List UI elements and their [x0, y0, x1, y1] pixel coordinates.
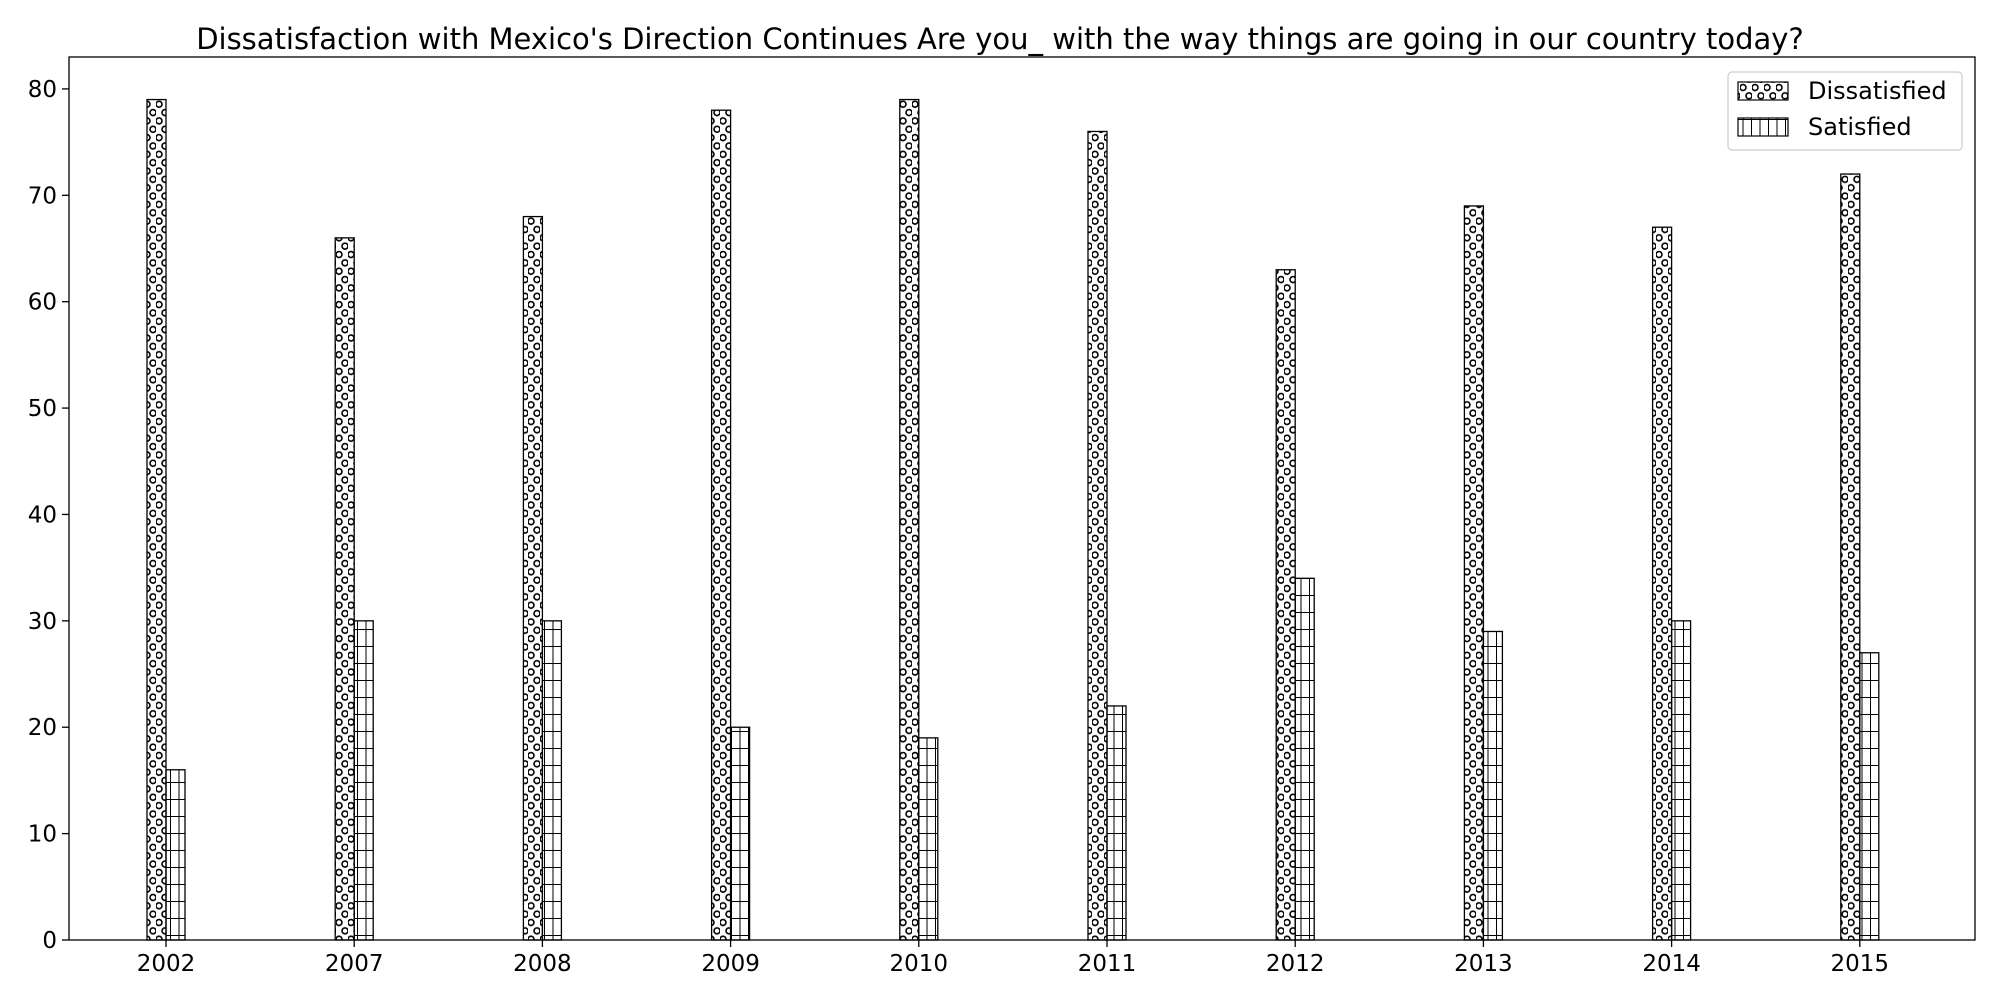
bars-layer	[146, 98, 1880, 941]
bar-dissatisfied-2007	[334, 237, 355, 941]
bar-dissatisfied-2015	[1840, 173, 1861, 941]
bar-dissatisfied-2014	[1651, 226, 1673, 941]
bar-satisfied-2008	[541, 620, 563, 941]
bar-satisfied-2002	[165, 769, 186, 941]
x-tick-label-2002: 2002	[137, 951, 196, 977]
y-tick-label-20: 20	[28, 715, 57, 741]
x-tick-label-2014: 2014	[1642, 951, 1701, 977]
bar-dissatisfied-2002	[146, 98, 167, 941]
bar-satisfied-2011	[1106, 705, 1127, 941]
bar-dissatisfied-2013	[1463, 205, 1485, 941]
bar-satisfied-2009	[729, 726, 751, 941]
y-tick-label-60: 60	[28, 290, 57, 316]
x-tick-label-2010: 2010	[890, 951, 949, 977]
y-tick-label-50: 50	[28, 396, 57, 422]
x-tick-label-2011: 2011	[1078, 951, 1137, 977]
chart-title: Dissatisfaction with Mexico's Direction …	[196, 22, 1804, 56]
legend-label-dissatisfied: Dissatisfied	[1808, 77, 1947, 105]
y-tick-label-10: 10	[28, 822, 57, 848]
x-tick-label-2008: 2008	[513, 951, 572, 977]
bar-dissatisfied-2010	[899, 98, 920, 941]
y-tick-label-70: 70	[28, 183, 57, 209]
bar-dissatisfied-2011	[1087, 130, 1108, 941]
bar-satisfied-2012	[1294, 577, 1315, 941]
bar-satisfied-2007	[353, 620, 374, 941]
legend-swatch-satisfied	[1737, 117, 1789, 137]
x-tick-label-2015: 2015	[1831, 951, 1890, 977]
bar-dissatisfied-2012	[1275, 269, 1296, 941]
bar-dissatisfied-2009	[710, 109, 732, 941]
x-tick-label-2009: 2009	[701, 951, 760, 977]
plot-frame	[68, 56, 1976, 941]
legend: Dissatisfied Satisfied	[1727, 71, 1963, 151]
legend-swatch-dissatisfied	[1737, 81, 1789, 101]
legend-label-satisfied: Satisfied	[1808, 113, 1912, 141]
x-tick-label-2012: 2012	[1266, 951, 1325, 977]
y-tick-label-0: 0	[42, 928, 57, 954]
y-tick-label-40: 40	[28, 502, 57, 528]
bar-satisfied-2015	[1859, 652, 1880, 941]
bar-satisfied-2010	[918, 737, 939, 941]
bar-satisfied-2014	[1670, 620, 1692, 941]
y-tick-label-80: 80	[28, 77, 57, 103]
bar-dissatisfied-2008	[522, 215, 544, 941]
x-tick-label-2007: 2007	[325, 951, 384, 977]
x-tick-label-2013: 2013	[1454, 951, 1513, 977]
axes: 0 10 20 30 40 50 60 70 80 2002 2007 2008 2009 2010 201…	[28, 56, 1976, 977]
y-tick-label-30: 30	[28, 609, 57, 635]
bar-satisfied-2013	[1482, 630, 1504, 941]
